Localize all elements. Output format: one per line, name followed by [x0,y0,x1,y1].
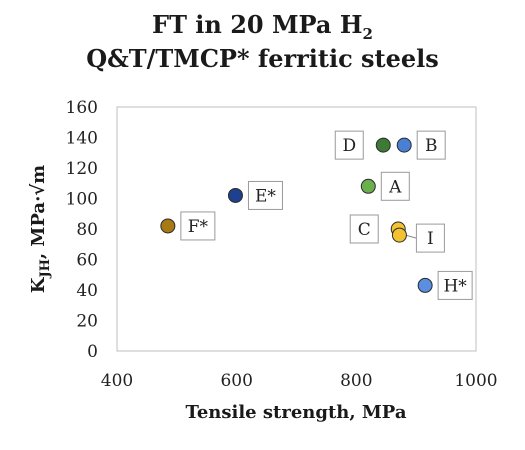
y-tick-label: 160 [66,98,98,118]
data-point [396,137,412,153]
point-label: E* [255,186,276,206]
point-label-box [334,130,364,160]
point-label: D [342,136,356,156]
x-tick-label: 800 [340,371,372,391]
y-axis-title: KJH, MPa·√m [28,165,53,293]
point-label-box [415,223,445,253]
chart-title-line1: FT in 20 MPa H2 [152,10,373,43]
x-tick-label: 1000 [454,371,497,391]
chart-title-line2: Q&T/TMCP* ferritic steels [86,44,439,73]
point-label-box [180,211,216,241]
point-label: I [427,229,434,249]
y-tick-label: 140 [66,129,98,149]
data-point [375,137,391,153]
y-tick-label: 80 [76,220,98,240]
point-label-box [349,214,379,244]
y-tick-label: 0 [87,342,98,362]
data-point [227,187,243,203]
data-point [417,277,433,293]
x-tick-label: 400 [101,371,133,391]
y-tick-label: 120 [66,159,98,179]
y-tick-label: 40 [76,281,98,301]
label-connector [405,234,417,239]
point-label: B [425,136,438,156]
data-point [360,178,376,194]
y-tick-label: 20 [76,312,98,332]
point-label-box [437,270,473,300]
point-label: C [358,220,371,240]
plot-area [116,106,477,352]
y-tick-label: 100 [66,190,98,210]
point-label: H* [443,276,467,296]
point-label-box [416,130,446,160]
y-tick-label: 60 [76,251,98,271]
point-label-box [380,171,410,201]
data-point [160,218,176,234]
point-label-box [247,180,283,210]
x-axis-title: Tensile strength, MPa [185,402,406,423]
data-point [391,227,407,243]
x-tick-label: 600 [220,371,252,391]
point-label: F* [188,217,209,237]
point-label: A [388,177,402,197]
